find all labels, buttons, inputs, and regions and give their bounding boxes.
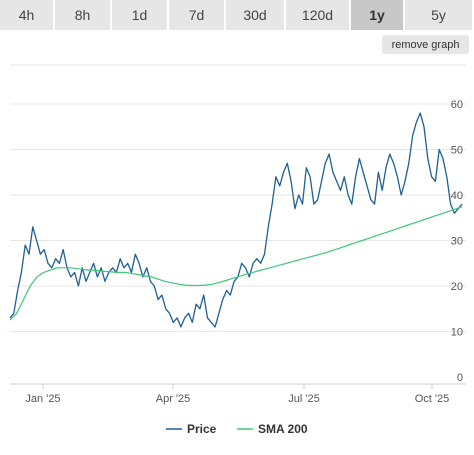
range-tab-1y[interactable]: 1y (351, 0, 405, 30)
x-tick-label: Jan '25 (25, 393, 60, 405)
sma-200-series-line (9, 206, 463, 321)
range-tab-5y[interactable]: 5y (405, 0, 474, 30)
y-tick-label: 10 (451, 327, 463, 339)
price-series-line (9, 112, 463, 328)
x-tick-label: Oct '25 (415, 393, 450, 405)
y-tick-label: 60 (451, 99, 463, 111)
range-tab-30d[interactable]: 30d (226, 0, 286, 30)
range-tab-1d[interactable]: 1d (112, 0, 169, 30)
y-tick-label: 40 (451, 190, 463, 202)
legend-label: Price (187, 422, 217, 436)
remove-graph-button[interactable]: remove graph (382, 35, 469, 54)
x-tick-label: Jul '25 (288, 393, 319, 405)
x-tick-label: Apr '25 (156, 393, 191, 405)
y-tick-label: 50 (451, 145, 463, 157)
legend-sma-200[interactable]: SMA 200 (237, 422, 308, 436)
legend-label: SMA 200 (258, 422, 308, 436)
legend-price[interactable]: Price (166, 422, 217, 436)
y-tick-label: 30 (451, 236, 463, 248)
time-range-tabs: 4h 8h 1d 7d 30d 120d 1y 5y (0, 0, 474, 30)
range-tab-8h[interactable]: 8h (55, 0, 112, 30)
y-tick-label: 20 (451, 281, 463, 293)
range-tab-4h[interactable]: 4h (0, 0, 55, 30)
range-tab-120d[interactable]: 120d (286, 0, 351, 30)
y-tick-label: 0 (457, 372, 463, 384)
range-tab-7d[interactable]: 7d (169, 0, 226, 30)
